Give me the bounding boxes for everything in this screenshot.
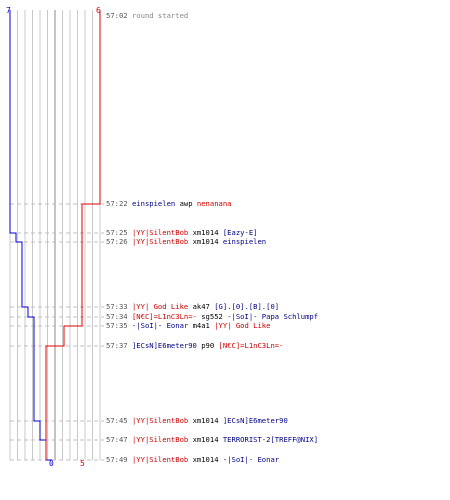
team-a-alive-line	[9, 10, 52, 461]
event-row: 57:47 |YY|SilentBob xm1014 TERRORIST-2[T…	[106, 435, 318, 444]
event-victim: [Eazy-E]	[222, 228, 258, 237]
event-row: 57:25 |YY|SilentBob xm1014 [Eazy-E]	[106, 228, 257, 237]
team-b-alive-line	[45, 10, 101, 460]
event-killer: |YY|SilentBob	[131, 237, 189, 246]
event-weapon: ak47	[192, 302, 210, 311]
event-message: round started	[131, 11, 189, 20]
event-weapon: xm1014	[192, 228, 219, 237]
event-victim: [G].[0].[B].[0]	[214, 302, 280, 311]
event-victim: nenanana	[196, 199, 232, 208]
event-victim: TERRORIST-2[TREFF@NIX]	[222, 435, 319, 444]
event-time: 57:33	[106, 302, 128, 311]
event-time: 57:34	[106, 312, 128, 321]
event-weapon: xm1014	[192, 237, 219, 246]
event-killer: [N€C]=L1nC3Ln=-	[131, 312, 197, 321]
team-b-start-count: 6	[96, 6, 101, 15]
event-killer: -|SoI|- Eonar	[131, 321, 189, 330]
event-victim: [N€C]=L1nC3Ln=-	[218, 341, 284, 350]
event-row: 57:02 round started	[106, 11, 188, 20]
event-weapon: xm1014	[192, 416, 219, 425]
event-killer: ]ECsN]E6meter90	[131, 341, 197, 350]
event-time: 57:45	[106, 416, 128, 425]
team-a-end-count: 0	[49, 459, 54, 468]
event-victim: -|SoI|- Eonar	[222, 455, 280, 464]
event-row: 57:22 einspielen awp nenanana	[106, 199, 232, 208]
event-time: 57:26	[106, 237, 128, 246]
event-killer: |YY|SilentBob	[131, 435, 189, 444]
event-row: 57:26 |YY|SilentBob xm1014 einspielen	[106, 237, 266, 246]
event-victim: |YY| God Like	[214, 321, 271, 330]
event-killer: |YY|SilentBob	[131, 228, 189, 237]
event-time: 57:37	[106, 341, 128, 350]
event-row: 57:49 |YY|SilentBob xm1014 -|SoI|- Eonar	[106, 455, 279, 464]
event-weapon: p90	[201, 341, 215, 350]
event-killer: |YY|SilentBob	[131, 416, 189, 425]
team-b-end-count: 5	[80, 459, 85, 468]
event-weapon: m4a1	[192, 321, 210, 330]
event-row: 57:34 [N€C]=L1nC3Ln=- sg552 -|SoI|- Papa…	[106, 312, 318, 321]
event-killer: einspielen	[131, 199, 176, 208]
event-weapon: sg552	[201, 312, 223, 321]
event-weapon: awp	[179, 199, 193, 208]
event-killer: |YY| God Like	[131, 302, 189, 311]
event-weapon: xm1014	[192, 435, 219, 444]
event-row: 57:37 ]ECsN]E6meter90 p90 [N€C]=L1nC3Ln=…	[106, 341, 283, 350]
event-victim: ]ECsN]E6meter90	[222, 416, 288, 425]
event-time: 57:35	[106, 321, 128, 330]
event-time: 57:47	[106, 435, 128, 444]
event-victim: einspielen	[222, 237, 267, 246]
event-victim: -|SoI|- Papa Schlumpf	[227, 312, 319, 321]
event-row: 57:35 -|SoI|- Eonar m4a1 |YY| God Like	[106, 321, 270, 330]
event-killer: |YY|SilentBob	[131, 455, 189, 464]
event-time: 57:02	[106, 11, 128, 20]
event-row: 57:33 |YY| God Like ak47 [G].[0].[B].[0]	[106, 302, 279, 311]
event-row: 57:45 |YY|SilentBob xm1014 ]ECsN]E6meter…	[106, 416, 288, 425]
event-time: 57:22	[106, 199, 128, 208]
event-time: 57:49	[106, 455, 128, 464]
event-weapon: xm1014	[192, 455, 219, 464]
team-a-start-count: 7	[6, 6, 11, 15]
event-time: 57:25	[106, 228, 128, 237]
